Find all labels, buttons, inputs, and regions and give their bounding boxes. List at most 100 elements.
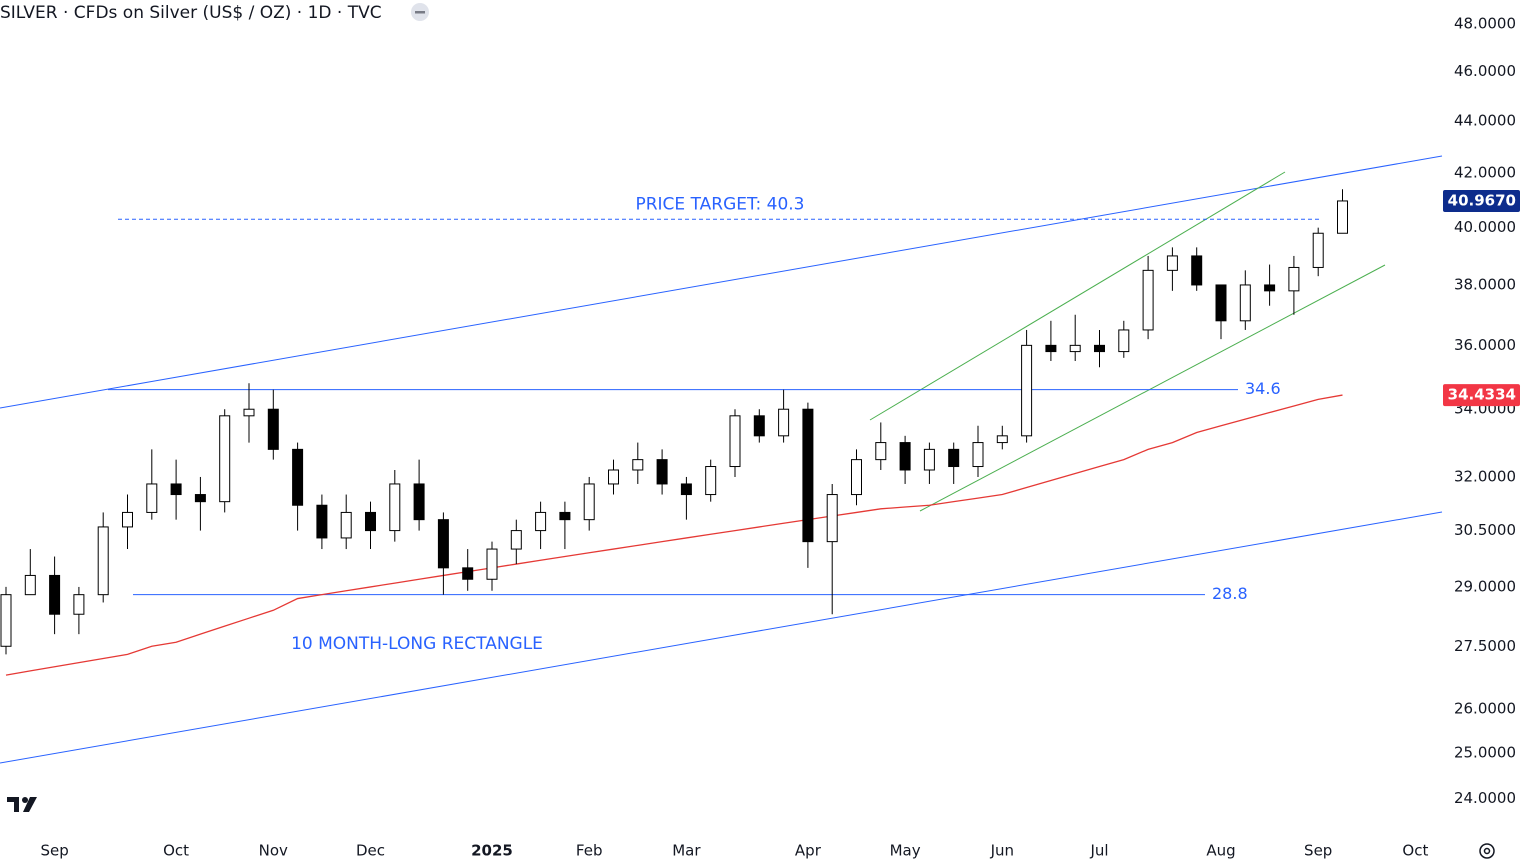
candle-body [49,574,61,615]
candle-body [413,483,425,521]
candle-body [923,448,935,471]
x-tick-label: May [890,842,921,860]
y-tick-label: 30.5000 [1454,521,1516,539]
candle-body [1094,344,1105,353]
candle-body [1215,284,1227,322]
y-tick-label: 38.0000 [1454,275,1516,293]
candle-body [1191,255,1203,286]
moving-average [5,394,1343,676]
candle-body [0,594,12,647]
candle-body [996,435,1008,444]
y-tick-label: 48.0000 [1454,14,1516,32]
x-tick-label: Feb [576,842,603,860]
candle-body [559,511,571,521]
candle-body [365,511,376,532]
y-tick-label: 26.0000 [1454,699,1516,717]
x-tick-label: Oct [1402,842,1428,860]
candle-body [24,574,36,596]
last-price-tag: 40.9670 [1448,191,1516,209]
y-tick-label: 46.0000 [1454,62,1516,80]
x-tick-label: Apr [795,842,822,860]
y-tick-label: 40.0000 [1454,218,1516,236]
x-tick-label: Jun [990,842,1014,860]
candle-body [1118,329,1130,353]
candle-body [267,408,279,450]
candle-body [122,511,133,528]
level-label: 28.8 [1212,584,1248,603]
y-tick-label: 24.0000 [1454,789,1516,807]
candle-body [583,483,595,521]
candle-body [389,483,401,532]
candle-body [1239,284,1251,322]
y-tick-label: 44.0000 [1454,112,1516,130]
candle-body [243,408,255,417]
candle-body [292,448,304,506]
candle-body [729,415,741,468]
candle-body [437,519,449,569]
candle-body [1288,266,1300,292]
candle-body [146,483,158,513]
y-tick-label: 32.0000 [1454,467,1516,485]
candle-body [462,567,474,580]
candle-body [899,442,911,471]
candle-body [632,459,644,471]
channel-upper [0,155,1443,409]
candle-body [219,415,231,503]
x-tick-label: Nov [259,842,288,860]
candle-body [194,494,206,503]
y-tick-label: 36.0000 [1454,336,1516,354]
candle-body [851,459,862,496]
candle-body [1142,269,1154,331]
tv-logo [7,797,37,812]
collapse-icon [415,11,425,14]
x-tick-label: 2025 [471,842,513,860]
x-tick-label: Dec [356,842,385,860]
candle-body [535,511,547,532]
candle-body [1021,344,1033,437]
candle-body [705,466,717,496]
candle-body [73,594,85,615]
x-tick-label: Jul [1089,842,1108,860]
candle-body [1166,255,1178,271]
candle-body [1069,344,1081,353]
candle-body [680,483,692,496]
candle-body [1264,284,1276,292]
drawings [0,155,1443,764]
candle-body [316,504,328,539]
candle-body [1337,200,1348,234]
y-tick-label: 29.0000 [1454,577,1516,595]
last-price-tag-box [1443,189,1520,212]
pattern-label: 10 MONTH-LONG RECTANGLE [291,634,543,654]
candle-body [340,511,352,539]
y-tick-label: 27.5000 [1454,637,1516,655]
y-tick-label: 42.0000 [1454,164,1516,182]
x-tick-label: Oct [163,842,189,860]
ma-price-tag-box [1443,384,1520,407]
candle-body [753,415,765,437]
candle-body [1312,232,1324,268]
candle-body [510,530,522,550]
level-label: 34.6 [1245,379,1281,398]
candle-body [948,448,960,468]
ma-price-tag: 34.4334 [1448,386,1516,404]
green-channel-lower [919,264,1386,512]
green-channel-upper [869,171,1286,421]
candle-body [1045,344,1057,353]
channel-lower [0,511,1443,764]
x-tick-label: Mar [672,842,701,860]
candle-body [608,469,619,485]
x-tick-label: Sep [40,842,68,860]
settings-icon[interactable] [1479,843,1495,859]
x-tick-label: Sep [1304,842,1332,860]
candle-body [97,526,109,596]
y-tick-label: 25.0000 [1454,743,1516,761]
candle-body [875,442,887,461]
candle-body [802,408,814,543]
candle-body [170,483,182,496]
candle-body [972,442,984,468]
candle-body [778,408,790,437]
candle-body [656,459,668,485]
chart-title: SILVER · CFDs on Silver (US$ / OZ) · 1D … [0,3,382,23]
